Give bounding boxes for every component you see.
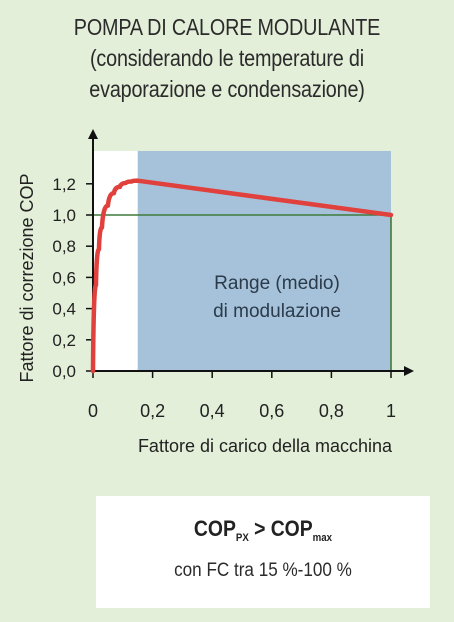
cop-curve-series-1 xyxy=(90,178,394,374)
x-tick-label: 0 xyxy=(88,401,98,421)
greater-than-sign: > xyxy=(254,516,266,541)
x-tick-label: 0,6 xyxy=(259,401,284,421)
title-line-1: POMPA DI CALORE MODULANTE xyxy=(73,14,381,40)
title-line-2: (considerando le temperature di xyxy=(90,45,364,71)
y-tick-label: 1,0 xyxy=(52,206,76,225)
y-tick-label: 0,0 xyxy=(52,362,76,381)
cop-comparison: COPPX > COPmax xyxy=(116,516,410,544)
x-tick-label: 1 xyxy=(386,401,396,421)
y-tick-label: 0,6 xyxy=(52,268,76,287)
y-tick-label: 0,4 xyxy=(52,300,76,319)
y-tick-label: 1,2 xyxy=(52,175,76,194)
cop-chart: Range (medio) di modulazione 0 0,2 0,4 0,6 0,8… xyxy=(17,129,414,456)
x-tick-label: 0,2 xyxy=(140,401,165,421)
title-line-3: evaporazione e condensazione) xyxy=(89,76,365,102)
max-subscript: max xyxy=(312,532,333,544)
fc-range-text: con FC tra 15 %-100 % xyxy=(174,560,352,581)
cop-label-2: COP xyxy=(270,516,313,541)
x-tick-label: 0,4 xyxy=(200,401,225,421)
chart-title: POMPA DI CALORE MODULANTE (considerando … xyxy=(32,12,422,105)
y-tick-label: 0,2 xyxy=(52,331,76,350)
px-subscript: PX xyxy=(235,532,249,544)
cop-label: COP xyxy=(193,516,236,541)
modulation-label-line-2: di modulazione xyxy=(213,301,341,322)
x-tick-label: 0,8 xyxy=(319,401,344,421)
y-axis-arrow xyxy=(88,129,98,139)
y-axis-label: Fattore di correzione COP xyxy=(17,173,37,382)
info-box: COPPX > COPmax con FC tra 15 %-100 % xyxy=(96,496,430,608)
modulation-label-line-1: Range (medio) xyxy=(214,273,340,294)
x-axis-label: Fattore di carico della macchina xyxy=(138,436,393,456)
x-axis-arrow xyxy=(404,366,414,376)
y-tick-label: 0,8 xyxy=(52,237,76,256)
